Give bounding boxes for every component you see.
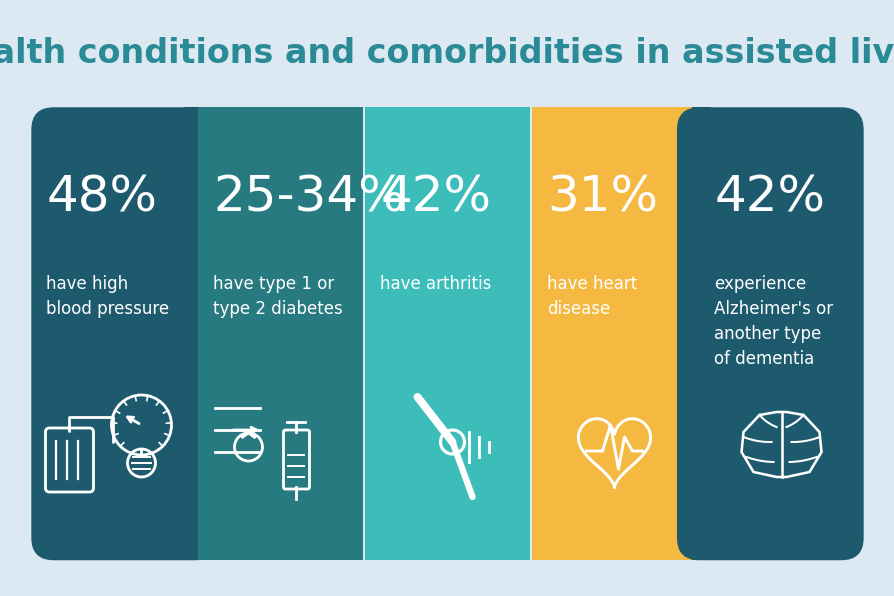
- Bar: [198, 107, 362, 560]
- Text: 42%: 42%: [380, 174, 491, 222]
- Bar: [184, 107, 203, 560]
- Text: Health conditions and comorbidities in assisted living: Health conditions and comorbidities in a…: [0, 37, 894, 70]
- Bar: [532, 107, 696, 560]
- Text: have type 1 or
type 2 diabetes: have type 1 or type 2 diabetes: [213, 275, 342, 318]
- Text: experience
Alzheimer's or
another type
of dementia: experience Alzheimer's or another type o…: [713, 275, 832, 368]
- FancyBboxPatch shape: [676, 107, 863, 560]
- Text: have heart
disease: have heart disease: [547, 275, 637, 318]
- Text: 42%: 42%: [713, 174, 824, 222]
- Text: have arthritis: have arthritis: [380, 275, 491, 293]
- Bar: [691, 107, 710, 560]
- Text: 48%: 48%: [46, 174, 157, 222]
- Bar: [365, 107, 529, 560]
- Text: have high
blood pressure: have high blood pressure: [46, 275, 169, 318]
- Text: 25-34%: 25-34%: [213, 174, 406, 222]
- FancyBboxPatch shape: [31, 107, 218, 560]
- Text: 31%: 31%: [547, 174, 658, 222]
